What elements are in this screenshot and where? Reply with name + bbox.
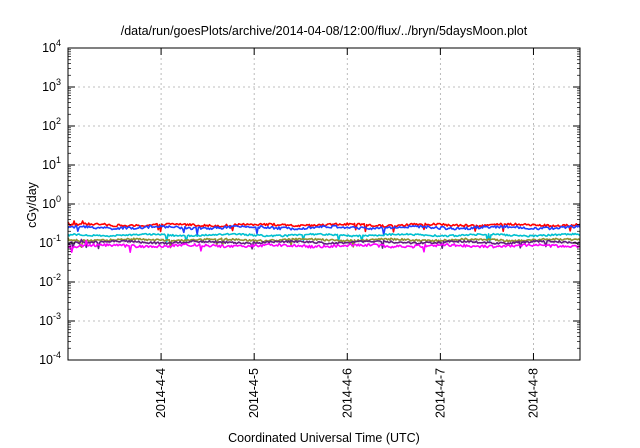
y-tick-label: 103 (42, 77, 61, 94)
x-tick-label: 2014-4-8 (526, 368, 540, 418)
y-tick-label: 10-1 (39, 233, 61, 250)
x-axis-label: Coordinated Universal Time (UTC) (228, 431, 420, 445)
x-axis: 2014-4-4 2014-4-5 2014-4-6 2014-4-7 2014-4-8 (154, 48, 540, 418)
x-tick-label: 2014-4-6 (340, 368, 354, 418)
y-tick-label: 100 (42, 194, 61, 211)
x-tick-label: 2014-4-4 (154, 368, 168, 418)
y-axis: 10-4 10-3 10-2 10-1 100 101 102 103 104 (39, 38, 580, 367)
x-tick-label: 2014-4-5 (247, 368, 261, 418)
chart-title: /data/run/goesPlots/archive/2014-04-08/1… (121, 24, 528, 38)
y-tick-label: 101 (42, 155, 61, 172)
series-line (67, 239, 581, 253)
y-tick-label: 10-3 (39, 311, 61, 328)
y-axis-label: cGy/day (25, 181, 39, 228)
grid (68, 48, 580, 360)
y-tick-label: 10-4 (39, 350, 61, 367)
series-line (67, 237, 581, 249)
series-line (67, 232, 581, 243)
series-layer (67, 220, 581, 253)
y-tick-label: 104 (42, 38, 61, 55)
series-line (67, 224, 581, 236)
y-tick-label: 102 (42, 116, 61, 133)
y-tick-label: 10-2 (39, 272, 61, 289)
x-tick-label: 2014-4-7 (433, 368, 447, 418)
series-line (67, 238, 581, 250)
